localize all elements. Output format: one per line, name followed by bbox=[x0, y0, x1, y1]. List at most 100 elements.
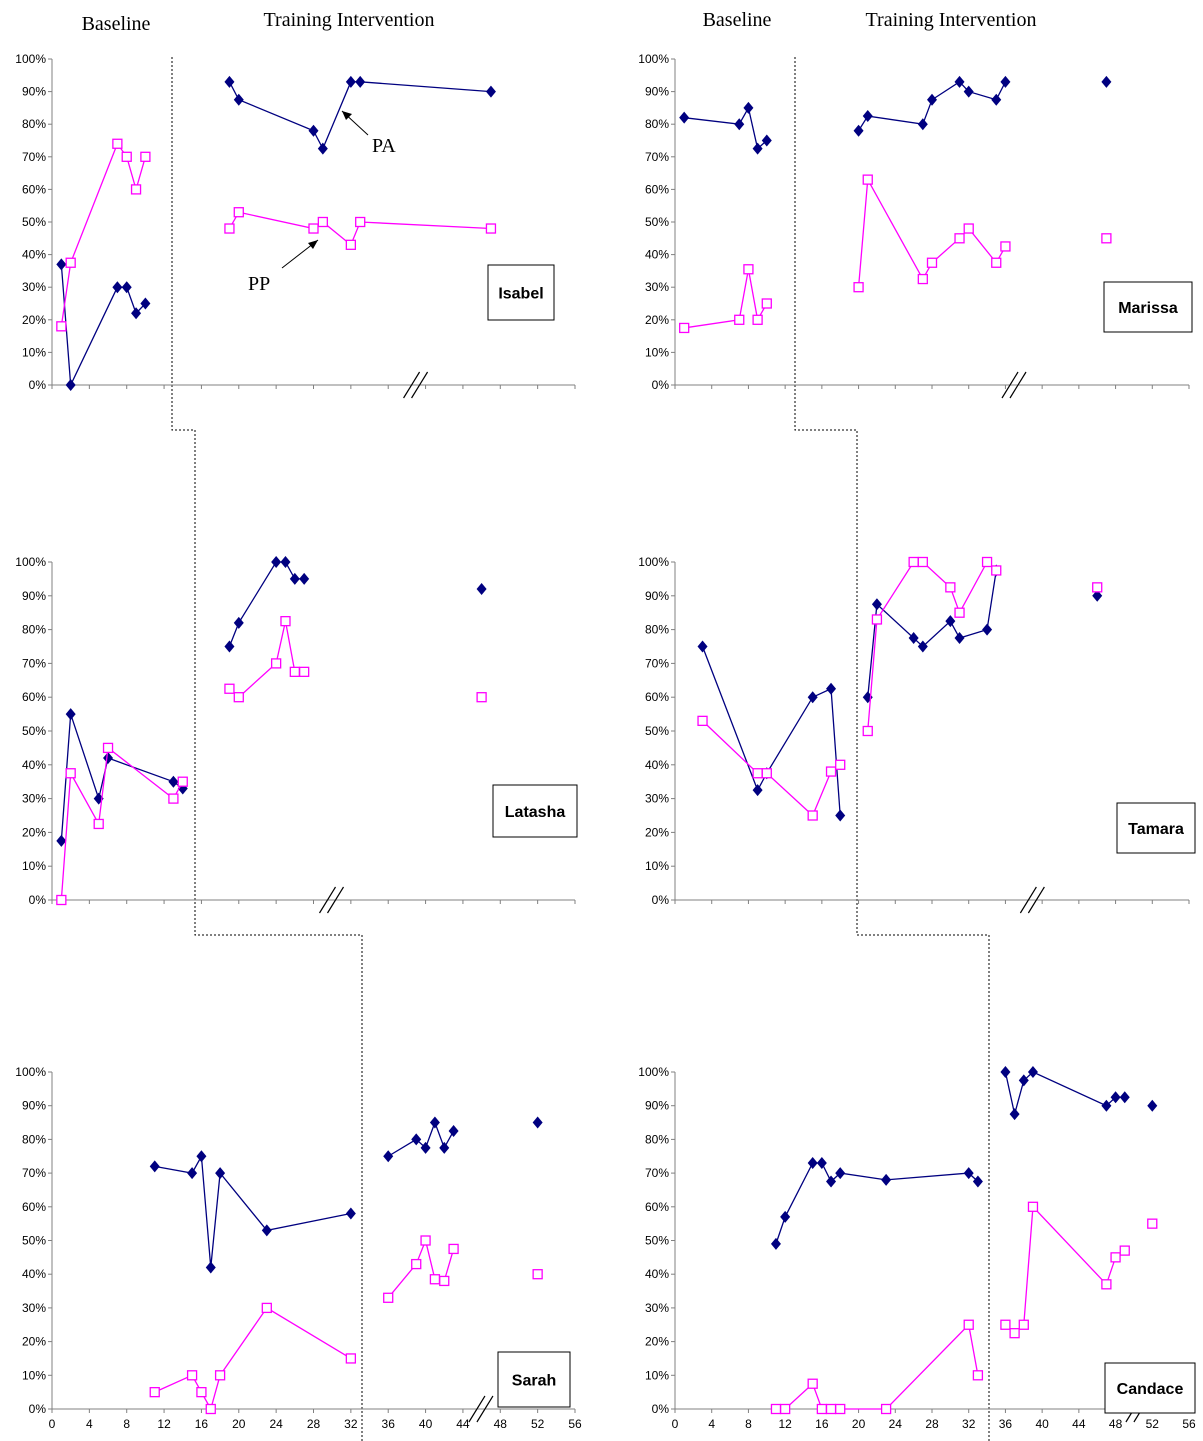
y-tick-label: 70% bbox=[22, 150, 46, 164]
pp-point bbox=[853, 282, 864, 293]
x-tick-label: 56 bbox=[568, 1417, 582, 1431]
pp-point bbox=[532, 1269, 543, 1280]
y-tick-label: 80% bbox=[22, 1132, 46, 1146]
axis-break-mark bbox=[411, 371, 429, 399]
x-tick-label: 8 bbox=[123, 1417, 130, 1431]
pa-point bbox=[215, 1167, 226, 1180]
pp-point bbox=[752, 768, 763, 779]
pa-point bbox=[140, 297, 151, 310]
series-line-pa bbox=[154, 1154, 351, 1268]
x-tick-label: 32 bbox=[344, 1417, 358, 1431]
pa-point bbox=[816, 1156, 827, 1169]
pa-point bbox=[1000, 1066, 1011, 1078]
y-tick-label: 10% bbox=[645, 1368, 669, 1382]
pp-point bbox=[981, 556, 993, 568]
pp-point bbox=[917, 556, 928, 568]
pp-point bbox=[420, 1235, 431, 1246]
y-tick-label: 60% bbox=[22, 690, 46, 704]
y-tick-label: 80% bbox=[645, 117, 669, 131]
pp-point bbox=[439, 1275, 450, 1287]
pa-point bbox=[770, 1237, 781, 1250]
pa-point bbox=[1009, 1108, 1020, 1121]
axis-break-mark bbox=[468, 1395, 486, 1423]
pp-point bbox=[963, 223, 974, 234]
left-baseline-label: Baseline bbox=[82, 13, 151, 35]
y-tick-label: 10% bbox=[22, 1368, 46, 1382]
x-tick-label: 4 bbox=[86, 1417, 93, 1431]
pp-point bbox=[56, 894, 67, 906]
pa-point bbox=[56, 834, 67, 847]
pp-point bbox=[1147, 1218, 1158, 1229]
y-tick-label: 30% bbox=[22, 1301, 46, 1315]
pp-point bbox=[807, 810, 818, 821]
y-tick-label: 0% bbox=[29, 1402, 47, 1416]
pa-point bbox=[1000, 75, 1011, 88]
pa-point bbox=[1110, 1091, 1121, 1104]
pp-point bbox=[224, 223, 235, 234]
pp-point bbox=[679, 322, 690, 334]
y-tick-label: 50% bbox=[645, 215, 669, 229]
pp-point bbox=[345, 239, 357, 250]
x-tick-label: 28 bbox=[925, 1417, 939, 1431]
y-tick-label: 90% bbox=[22, 85, 46, 99]
y-tick-label: 40% bbox=[645, 1267, 669, 1281]
pa-point bbox=[476, 583, 487, 596]
pp-point bbox=[1009, 1328, 1020, 1339]
x-tick-label: 8 bbox=[745, 1417, 752, 1431]
pp-point bbox=[102, 742, 114, 754]
y-tick-label: 70% bbox=[22, 656, 46, 670]
pp-point bbox=[56, 321, 67, 332]
y-tick-label: 20% bbox=[22, 825, 46, 839]
pa-point bbox=[233, 93, 244, 106]
series-line-pp bbox=[60, 746, 184, 901]
pa-point bbox=[752, 142, 763, 155]
y-tick-label: 40% bbox=[22, 248, 46, 262]
chart-marissa: 0% 10% 20% 30% 40% 50% 60% 70% 80% 90% 100% Marissa bbox=[638, 52, 1193, 399]
x-tick-label: 44 bbox=[456, 1417, 470, 1431]
pp-point bbox=[761, 768, 772, 779]
pp-point bbox=[1092, 582, 1103, 593]
pa-point bbox=[826, 1175, 837, 1188]
pa-point bbox=[780, 1210, 791, 1223]
pp-point bbox=[233, 692, 244, 703]
pa-point bbox=[991, 93, 1002, 106]
pa-point bbox=[954, 75, 965, 88]
y-tick-label: 80% bbox=[22, 117, 46, 131]
y-tick-label: 30% bbox=[22, 280, 46, 294]
pa-point bbox=[355, 75, 366, 88]
pa-point bbox=[280, 556, 291, 568]
participant-label-box bbox=[1116, 802, 1196, 854]
pa-point bbox=[383, 1150, 394, 1163]
x-tick-label: 4 bbox=[708, 1417, 715, 1431]
pa-point bbox=[917, 640, 928, 653]
pp-point bbox=[963, 1319, 974, 1330]
x-tick-label: 16 bbox=[815, 1417, 829, 1431]
pp-point bbox=[991, 565, 1002, 576]
y-tick-label: 60% bbox=[645, 182, 669, 196]
x-tick-label: 36 bbox=[999, 1417, 1013, 1431]
pp-point bbox=[93, 818, 104, 830]
y-tick-label: 100% bbox=[638, 1065, 669, 1079]
chart-latasha: 0% 10% 20% 30% 40% 50% 60% 70% 80% 90% 100% Latasha bbox=[15, 555, 578, 914]
x-tick-label: 36 bbox=[382, 1417, 396, 1431]
y-tick-label: 80% bbox=[645, 1132, 669, 1146]
pa-point bbox=[871, 598, 882, 611]
pp-point bbox=[205, 1403, 216, 1415]
pp-label: PP bbox=[248, 273, 270, 295]
pa-point bbox=[908, 632, 919, 645]
right-training-label: Training Intervention bbox=[866, 9, 1037, 31]
series-line-pa bbox=[60, 713, 184, 841]
pp-point bbox=[1101, 233, 1112, 244]
y-tick-label: 60% bbox=[645, 690, 669, 704]
series-line-pa bbox=[60, 264, 146, 388]
participant-name: Isabel bbox=[498, 286, 543, 303]
y-tick-label: 70% bbox=[22, 1166, 46, 1180]
y-tick-label: 60% bbox=[22, 1200, 46, 1214]
pp-point bbox=[289, 666, 300, 677]
pp-point bbox=[880, 1403, 892, 1415]
y-tick-label: 20% bbox=[645, 825, 669, 839]
pp-point bbox=[816, 1403, 828, 1415]
pp-point bbox=[429, 1274, 441, 1285]
y-tick-label: 10% bbox=[22, 345, 46, 359]
